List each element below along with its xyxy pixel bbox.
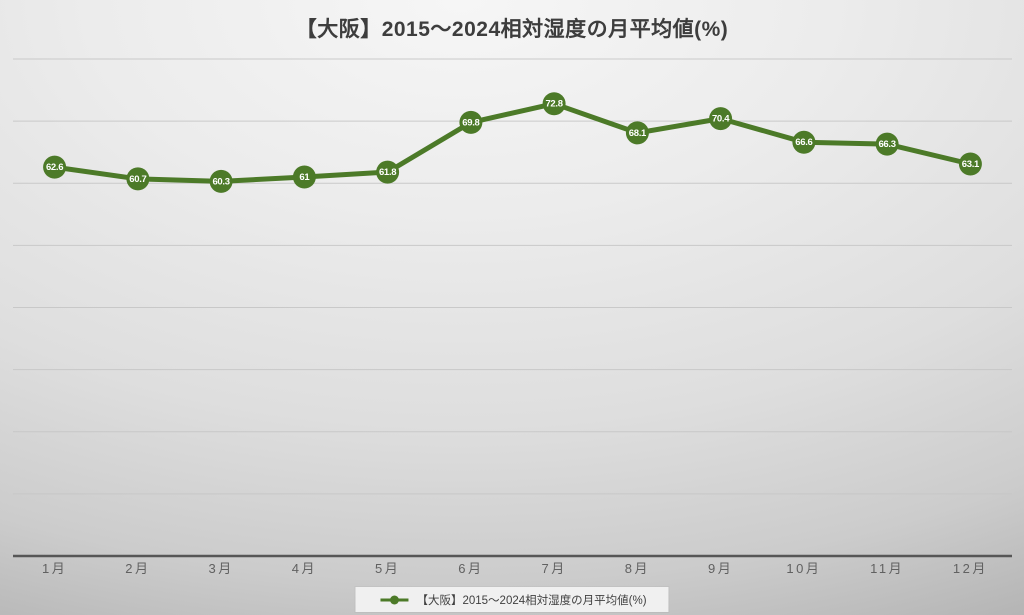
data-point-label: 69.8: [462, 117, 479, 128]
x-axis-label: 9月: [708, 561, 733, 576]
data-point-label: 61: [299, 172, 310, 183]
data-point-marker: [209, 169, 233, 193]
data-point-marker: [376, 160, 400, 184]
x-axis-label: 8月: [625, 561, 650, 576]
x-axis-label: 10月: [786, 561, 821, 576]
data-point-marker: [292, 165, 316, 189]
data-point-label: 60.7: [129, 174, 146, 185]
data-point-marker: [958, 152, 982, 176]
data-point-label: 72.8: [545, 99, 562, 110]
data-point-marker: [542, 92, 566, 116]
data-point-marker: [126, 167, 150, 191]
data-point-marker: [43, 155, 67, 179]
chart-title: 【大阪】2015～2024相対湿度の月平均値(%): [295, 18, 729, 41]
data-point-marker: [459, 110, 483, 134]
legend-line-marker-icon: [380, 595, 409, 604]
x-axis-label: 3月: [208, 561, 233, 576]
x-axis-label: 12月: [953, 561, 988, 576]
x-axis-label: 5月: [375, 561, 400, 576]
series-line: [52, 101, 973, 184]
data-point-label: 63.1: [962, 159, 980, 170]
x-axis-label: 6月: [458, 561, 483, 576]
x-axis-label: 4月: [292, 561, 317, 576]
data-point-marker: [625, 121, 649, 145]
data-point-label: 66.3: [878, 139, 895, 150]
x-axis-label: 11月: [870, 561, 904, 576]
x-axis-label: 1月: [42, 561, 67, 576]
data-point-marker: [709, 107, 733, 131]
data-point-marker: [792, 130, 816, 154]
legend-label: 【大阪】2015～2024相対湿度の月平均値(%): [416, 594, 647, 607]
data-point-label: 60.3: [212, 176, 229, 187]
data-point-marker: [875, 132, 899, 156]
x-axis-label: 2月: [125, 561, 150, 576]
data-point-label: 66.6: [795, 137, 812, 148]
legend: 【大阪】2015～2024相対湿度の月平均値(%): [355, 587, 669, 612]
data-point-label: 70.4: [712, 114, 730, 125]
data-point-label: 62.6: [46, 162, 63, 173]
x-axis-label: 7月: [541, 561, 566, 576]
data-point-label: 68.1: [629, 128, 647, 139]
data-point-label: 61.8: [379, 167, 396, 178]
